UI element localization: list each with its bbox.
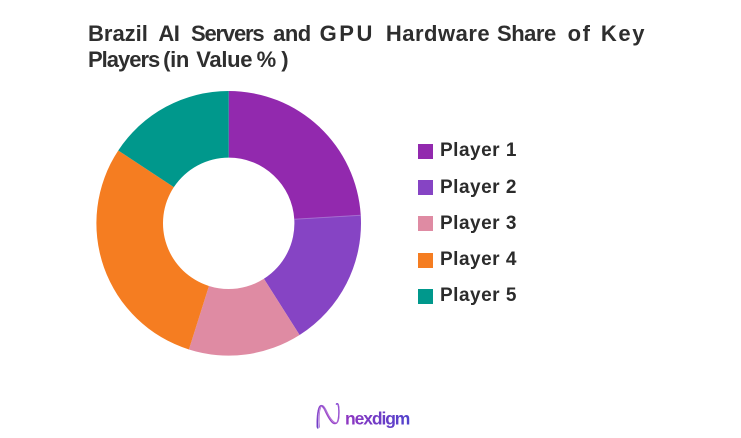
svg-text:nexdigm: nexdigm (345, 408, 410, 428)
